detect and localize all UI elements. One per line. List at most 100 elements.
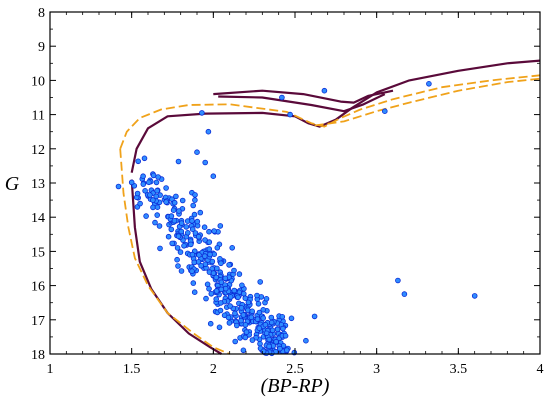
star-point (140, 173, 146, 180)
star-point (283, 347, 290, 353)
x-axis-title: (BP-RP) (261, 375, 330, 397)
star-point (229, 245, 236, 251)
star-point (169, 240, 176, 247)
star-point (231, 287, 238, 294)
star-point (142, 188, 148, 194)
star-point (206, 228, 212, 235)
star-point (128, 179, 135, 186)
x-tick-label: 1.5 (123, 362, 141, 377)
isochrone-solid-0 (130, 59, 541, 173)
star-point (303, 337, 309, 344)
star-point (170, 207, 177, 214)
star-point (208, 290, 215, 297)
star-point (154, 204, 161, 211)
star-point (206, 239, 213, 245)
star-point (231, 267, 237, 274)
star-point (282, 332, 289, 339)
star-point (218, 286, 225, 293)
isochrone-dashed-4 (119, 74, 541, 150)
star-point (260, 315, 267, 321)
y-tick-label: 8 (38, 6, 45, 21)
star-point (268, 319, 275, 326)
star-point (217, 255, 223, 262)
star-point (194, 218, 201, 225)
star-point (154, 187, 160, 194)
x-tick-label: 3 (373, 362, 380, 377)
star-point (156, 223, 163, 229)
star-point (202, 253, 208, 259)
star-point (189, 268, 195, 275)
star-point (188, 241, 194, 248)
star-point (214, 265, 220, 272)
isochrone-dashed-5 (314, 77, 541, 127)
star-point (192, 197, 198, 203)
star-point (245, 299, 252, 306)
star-point (238, 317, 244, 324)
star-point (225, 314, 232, 321)
star-point (155, 174, 161, 180)
star-point (218, 279, 225, 286)
star-point (199, 110, 205, 116)
star-point (256, 309, 263, 316)
y-tick-label: 12 (31, 143, 45, 158)
y-axis-title: G (5, 173, 20, 195)
y-tick-label: 15 (31, 245, 45, 260)
star-point (196, 252, 202, 258)
star-point (274, 326, 281, 333)
star-point (175, 263, 181, 269)
star-point (135, 158, 142, 165)
star-point (279, 94, 285, 101)
star-point (222, 275, 229, 282)
star-point (150, 197, 156, 203)
star-point (134, 190, 141, 197)
star-point (214, 245, 221, 251)
y-tick-label: 14 (31, 211, 45, 226)
star-point (150, 204, 156, 211)
star-point (173, 193, 179, 200)
star-point (174, 245, 181, 251)
star-point (213, 288, 220, 294)
y-tick-label: 13 (31, 177, 45, 192)
star-point (262, 321, 269, 328)
y-tick-label: 9 (38, 40, 45, 55)
star-point (239, 282, 245, 289)
star-point (213, 296, 220, 302)
star-point (195, 233, 202, 240)
star-point (471, 293, 478, 299)
star-point (257, 340, 263, 347)
star-point (153, 193, 160, 200)
star-point (255, 300, 262, 307)
star-point (288, 315, 295, 322)
star-point (227, 303, 233, 309)
star-point (175, 233, 182, 240)
star-point (210, 270, 217, 276)
star-point (226, 320, 233, 326)
star-point (216, 324, 223, 331)
star-point (191, 289, 198, 296)
star-point (190, 280, 197, 286)
star-point (192, 230, 199, 236)
star-point (171, 199, 178, 206)
star-point (157, 245, 163, 252)
star-point (287, 111, 293, 118)
star-point (269, 327, 276, 334)
star-point (176, 208, 182, 214)
star-points (115, 81, 478, 357)
star-point (153, 179, 160, 186)
star-point (242, 334, 249, 341)
star-point (154, 212, 161, 218)
star-point (426, 81, 432, 87)
x-tick-label: 2 (210, 362, 217, 377)
star-point (205, 128, 212, 135)
y-tick-label: 11 (32, 109, 45, 124)
star-point (177, 249, 184, 255)
x-tick-label: 1 (47, 362, 54, 377)
star-point (137, 200, 143, 207)
star-point (260, 348, 267, 355)
star-point (254, 316, 261, 322)
star-point (217, 307, 224, 314)
star-point (190, 202, 197, 209)
star-point (203, 295, 209, 302)
star-point (152, 219, 158, 226)
